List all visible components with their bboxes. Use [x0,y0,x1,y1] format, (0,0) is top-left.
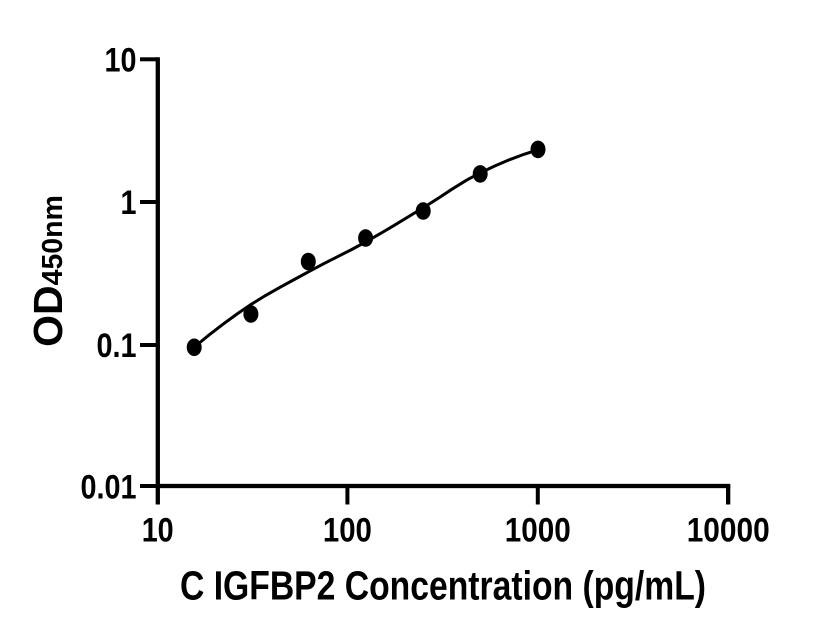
svg-text:100: 100 [323,512,372,550]
svg-text:0.1: 0.1 [97,327,137,365]
svg-text:10000: 10000 [687,512,770,550]
svg-text:10: 10 [105,42,137,80]
svg-text:0.01: 0.01 [81,469,137,507]
svg-text:C IGFBP2 Concentration (pg/mL): C IGFBP2 Concentration (pg/mL) [180,563,706,609]
svg-text:OD450nm: OD450nm [25,195,71,347]
svg-text:1000: 1000 [505,512,571,550]
svg-text:10: 10 [142,512,174,550]
svg-text:1: 1 [121,184,137,222]
